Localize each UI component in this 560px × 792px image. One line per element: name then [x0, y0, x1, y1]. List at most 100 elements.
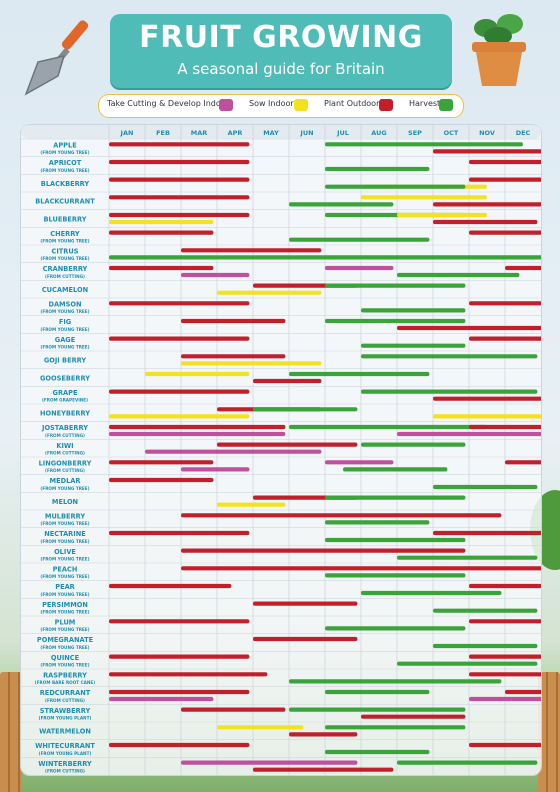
bar-plant [469, 619, 541, 624]
bar-harvest [343, 467, 448, 472]
bar-plant [109, 301, 250, 306]
crop-name-jostaberry: JOSTABERRY [41, 424, 88, 432]
bar-plant [505, 689, 541, 695]
bar-cutting [109, 696, 214, 702]
month-label-jan: JAN [120, 129, 134, 137]
crop-name-peach: PEACH [53, 565, 78, 573]
legend-swatch-cutting [219, 99, 233, 111]
crop-name-cranberry: CRANBERRY [43, 265, 88, 273]
crop-name-whitecurrant: WHITECURRANT [35, 742, 95, 750]
bar-plant [109, 583, 232, 589]
bar-harvest [325, 142, 523, 147]
bar-plant [397, 325, 541, 331]
bar-sow [361, 195, 487, 200]
bar-harvest [109, 255, 541, 260]
bar-plant [181, 513, 502, 518]
bar-plant [469, 742, 541, 748]
bar-plant [253, 378, 322, 384]
bar-harvest [361, 354, 538, 359]
bar-sow [397, 212, 487, 218]
crop-sub-label: (FROM CUTTING) [45, 769, 85, 774]
crop-sub-label: (FROM YOUNG TREE) [40, 557, 89, 562]
title-banner: FRUIT GROWING A seasonal guide for Brita… [110, 14, 452, 88]
bar-harvest [397, 272, 520, 278]
legend-swatch-harvest [439, 99, 453, 111]
bar-plant [469, 301, 541, 306]
bar-harvest [289, 424, 487, 430]
crop-sub-label: (FROM YOUNG TREE) [40, 345, 89, 350]
month-label-feb: FEB [156, 129, 170, 137]
bar-cutting [181, 760, 358, 765]
bar-harvest [289, 202, 394, 207]
bar-plant [109, 530, 250, 536]
crop-name-pear: PEAR [55, 583, 75, 591]
bar-plant [109, 389, 250, 394]
bar-plant [109, 672, 268, 677]
bar-sow [433, 414, 541, 419]
month-label-dec: DEC [516, 129, 531, 137]
crop-name-blackcurrant: BLACKCURRANT [35, 198, 95, 206]
bar-plant [469, 230, 541, 235]
crop-sub-label: (FROM YOUNG TREE) [40, 592, 89, 597]
bar-plant [469, 159, 541, 165]
crop-name-mulberry: MULBERRY [45, 512, 85, 520]
month-label-oct: OCT [444, 129, 459, 137]
crop-sub-label: (FROM YOUNG TREE) [40, 150, 89, 155]
bar-harvest [361, 343, 466, 348]
bar-cutting [325, 460, 394, 465]
bar-plant [109, 689, 250, 695]
crop-name-nectarine: NECTARINE [44, 530, 86, 538]
bar-cutting [397, 431, 541, 437]
bar-plant [217, 442, 358, 447]
crop-sub-label: (FROM CUTTING) [45, 698, 85, 703]
crop-sub-label: (FROM YOUNG TREE) [40, 521, 89, 526]
bar-cutting [181, 467, 250, 472]
month-label-mar: MAR [191, 129, 208, 137]
bar-harvest [289, 237, 430, 242]
crop-sub-label: (FROM YOUNG TREE) [40, 239, 89, 244]
bar-plant [433, 149, 541, 154]
bar-plant [109, 619, 250, 624]
bar-sow [145, 371, 250, 377]
crop-name-kiwi: KIWI [56, 442, 73, 450]
bar-sow [217, 725, 304, 730]
crop-name-quince: QUINCE [51, 654, 80, 662]
bar-harvest [325, 749, 430, 755]
bar-harvest [325, 166, 430, 172]
bar-harvest [325, 184, 466, 189]
bar-harvest [361, 308, 466, 313]
bar-harvest [289, 679, 502, 684]
crop-name-persimmon: PERSIMMON [42, 601, 88, 609]
bar-plant [109, 265, 214, 271]
bar-plant [469, 336, 541, 341]
crop-name-medlar: MEDLAR [50, 477, 81, 485]
bar-plant [109, 424, 286, 430]
month-label-jun: JUN [299, 129, 313, 137]
chart-panel: JAN FEB MAR APR MAY JUN JUL AUG SEP OCT NOV DEC APPL… [20, 124, 542, 776]
crop-name-citrus: CITRUS [52, 247, 79, 255]
fence-left [0, 672, 22, 792]
bar-plant [469, 583, 541, 589]
bar-harvest [397, 760, 538, 765]
legend-label-plant: Plant Outdoors [324, 99, 384, 108]
crop-sub-label: (FROM YOUNG TREE) [40, 645, 89, 650]
bar-harvest [289, 371, 430, 377]
bar-plant [181, 566, 541, 571]
crop-name-melon: MELON [52, 498, 78, 506]
legend-label-sow: Sow Indoors [249, 99, 298, 108]
bar-harvest [397, 555, 538, 560]
bar-cutting [181, 272, 250, 278]
planting-calendar-chart: JAN FEB MAR APR MAY JUN JUL AUG SEP OCT NOV DEC APPL… [21, 125, 541, 775]
bar-plant [109, 177, 250, 182]
bar-sow [217, 290, 322, 295]
bar-harvest [361, 389, 538, 394]
bar-plant [253, 767, 394, 772]
crop-name-redcurrant: REDCURRANT [40, 689, 91, 697]
bar-harvest [289, 707, 466, 712]
month-label-sep: SEP [408, 129, 422, 137]
bar-plant [433, 219, 538, 225]
bar-sow [217, 502, 286, 507]
crop-sub-label: (FROM YOUNG TREE) [40, 309, 89, 314]
bar-plant [181, 318, 286, 324]
crop-name-apple: APPLE [53, 141, 77, 149]
